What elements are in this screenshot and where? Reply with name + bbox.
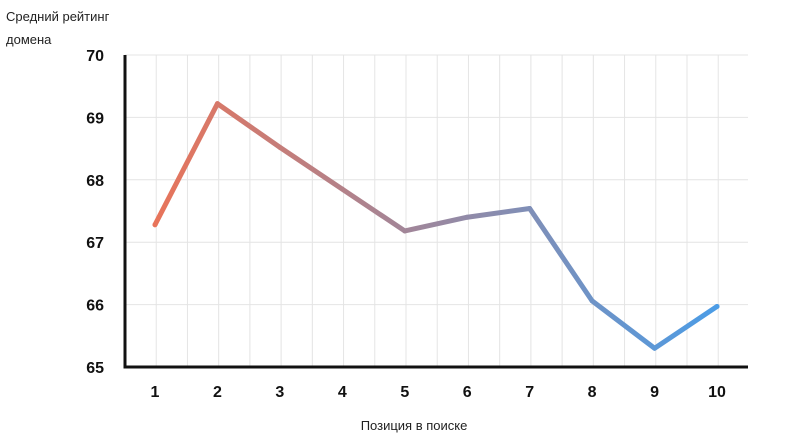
series-group [152, 101, 720, 351]
x-tick-label: 9 [650, 384, 659, 401]
y-tick-label: 68 [86, 173, 104, 190]
data-point [652, 345, 658, 351]
series-line [152, 101, 720, 351]
x-axis-title: Позиция в поиске [361, 418, 468, 433]
y-axis-title: Средний рейтинг домена [6, 9, 110, 47]
data-point [339, 186, 345, 192]
x-tick-label: 7 [525, 384, 534, 401]
y-axis-ticks: 65 66 67 68 69 70 [86, 48, 104, 377]
x-axis-ticks: 1 2 3 4 5 6 7 8 9 10 [151, 384, 726, 401]
x-tick-label: 5 [400, 384, 409, 401]
y-tick-label: 66 [86, 298, 104, 315]
data-point [214, 101, 220, 107]
y-axis-title-line-2: домена [6, 32, 52, 47]
x-tick-label: 10 [708, 384, 726, 401]
data-point [152, 222, 158, 228]
data-point [464, 214, 470, 220]
x-tick-label: 2 [213, 384, 222, 401]
y-tick-label: 69 [86, 110, 104, 127]
x-tick-label: 4 [338, 384, 347, 401]
x-tick-label: 3 [275, 384, 284, 401]
y-tick-label: 65 [86, 360, 104, 377]
x-tick-label: 1 [151, 384, 160, 401]
data-point [714, 303, 720, 309]
data-point [402, 228, 408, 234]
data-point [277, 144, 283, 150]
data-point [527, 206, 533, 212]
y-tick-label: 70 [86, 48, 104, 65]
x-tick-label: 6 [463, 384, 472, 401]
y-axis-title-line-1: Средний рейтинг [6, 9, 110, 24]
x-tick-label: 8 [588, 384, 597, 401]
y-tick-label: 67 [86, 235, 104, 252]
data-point [589, 298, 595, 304]
